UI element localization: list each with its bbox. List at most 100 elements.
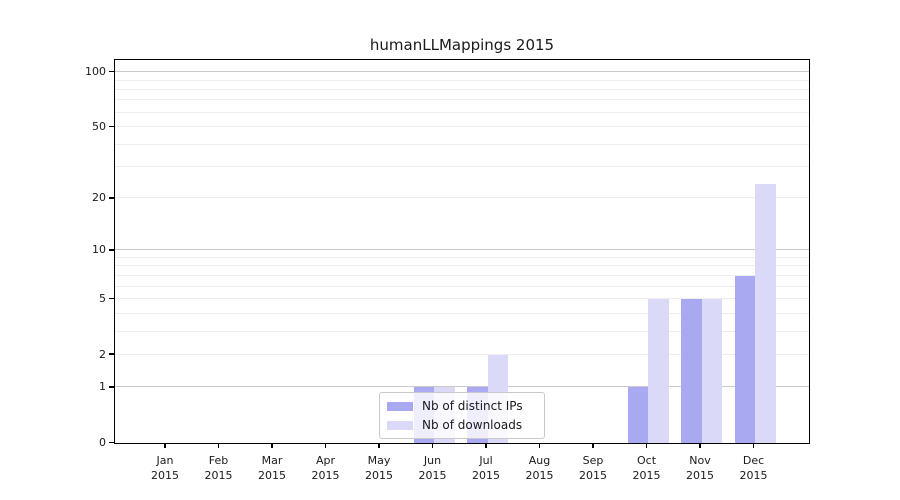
chart-title: humanLLMappings 2015 (369, 36, 555, 54)
y-tick-0 (109, 441, 114, 444)
x-tick-year: 2015 (472, 469, 500, 482)
x-tick-month: May (367, 454, 391, 467)
x-tick-year: 2015 (632, 469, 661, 482)
minor-gridline-5 (115, 298, 809, 299)
minor-gridline-20 (115, 197, 809, 199)
x-tick-year: 2015 (365, 469, 393, 482)
y-tick-label-20: 20 (92, 191, 106, 205)
x-tick-label-sep: Sep 2015 (566, 453, 620, 483)
minor-gridline-60 (115, 111, 809, 113)
x-tick-year: 2015 (258, 469, 286, 482)
x-tick-month: Oct (636, 454, 657, 467)
x-tick-year: 2015 (579, 469, 607, 482)
x-tick-oct (645, 444, 648, 448)
y-tick-20 (109, 197, 114, 199)
y-tick-100 (109, 70, 114, 73)
y-tick-5 (109, 297, 114, 300)
x-tick-apr (324, 444, 327, 448)
legend-item-downloads: Nb of downloads (387, 418, 544, 432)
gridlines-layer (115, 60, 809, 443)
minor-gridline-3 (115, 330, 809, 332)
minor-gridline-4 (115, 312, 809, 314)
major-gridline-100 (115, 71, 809, 73)
x-tick-month: Aug (528, 454, 551, 467)
x-tick-label-apr: Apr 2015 (299, 453, 353, 483)
x-tick-jul (485, 444, 487, 448)
y-tick-label-100: 100 (85, 65, 106, 79)
x-tick-jan (164, 444, 166, 448)
minor-gridline-9 (115, 256, 809, 258)
x-tick-feb (217, 444, 220, 448)
x-tick-may (378, 444, 380, 448)
x-tick-year: 2015 (739, 469, 768, 482)
x-tick-month: Sep (582, 454, 604, 467)
y-tick-2 (109, 353, 114, 355)
minor-gridline-80 (115, 88, 809, 90)
x-tick-label-aug: Aug 2015 (513, 453, 567, 483)
x-tick-label-jan: Jan 2015 (138, 453, 192, 483)
x-tick-label-nov: Nov 2015 (673, 453, 727, 483)
x-tick-year: 2015 (151, 469, 179, 482)
y-tick-label-50: 50 (92, 120, 106, 134)
x-tick-month: Jul (479, 454, 493, 467)
minor-gridline-70 (115, 99, 809, 101)
x-tick-label-feb: Feb 2015 (192, 453, 246, 483)
x-tick-nov (699, 444, 701, 448)
y-tick-label-10: 10 (92, 243, 106, 257)
minor-gridline-6 (115, 285, 809, 287)
x-tick-year: 2015 (311, 469, 340, 482)
minor-gridline-8 (115, 265, 809, 267)
x-tick-label-dec: Dec 2015 (727, 453, 781, 483)
legend: Nb of distinct IPs Nb of downloads (379, 392, 545, 439)
x-tick-month: Apr (315, 454, 336, 467)
y-tick-label-2: 2 (99, 347, 106, 361)
y-tick-label-0: 0 (99, 436, 106, 449)
minor-gridline-7 (115, 274, 809, 276)
x-tick-mar (271, 444, 273, 448)
minor-gridline-40 (115, 143, 809, 145)
minor-gridline-30 (115, 166, 809, 168)
x-tick-label-jul: Jul 2015 (459, 453, 513, 483)
y-tick-label-5: 5 (99, 292, 106, 305)
x-tick-year: 2015 (418, 469, 447, 482)
bar-nov-distinct-ips (681, 299, 702, 443)
x-tick-month: Jan (156, 454, 174, 467)
minor-gridline-50 (115, 126, 809, 128)
bars-layer (115, 60, 809, 443)
legend-swatch-downloads (387, 420, 413, 430)
x-tick-label-jun: Jun 2015 (406, 453, 460, 483)
x-tick-label-mar: Mar 2015 (245, 453, 299, 483)
x-tick-month: Jun (423, 454, 442, 467)
bar-oct-distinct-ips (627, 387, 648, 443)
x-tick-year: 2015 (525, 469, 554, 482)
x-tick-label-may: May 2015 (352, 453, 406, 483)
legend-label-downloads: Nb of downloads (422, 418, 523, 432)
x-tick-month: Dec (742, 454, 765, 467)
major-gridline-1 (115, 386, 809, 388)
y-tick-50 (109, 125, 114, 128)
plot-area (114, 59, 810, 444)
bar-dec-distinct-ips (734, 275, 755, 443)
legend-swatch-distinct-ips (387, 401, 413, 411)
x-tick-dec (752, 444, 755, 448)
x-tick-month: Nov (689, 454, 711, 467)
y-tick-10 (109, 249, 114, 251)
major-gridline-10 (115, 249, 809, 251)
legend-label-distinct-ips: Nb of distinct IPs (422, 399, 523, 413)
minor-gridline-2 (115, 353, 809, 355)
legend-item-distinct-ips: Nb of distinct IPs (387, 399, 544, 413)
x-tick-label-oct: Oct 2015 (620, 453, 674, 483)
y-tick-label-1: 1 (99, 380, 106, 394)
x-tick-month: Feb (208, 454, 229, 467)
x-tick-year: 2015 (204, 469, 233, 482)
bar-dec-downloads (755, 184, 776, 443)
y-tick-1 (109, 386, 114, 388)
x-tick-month: Mar (261, 454, 283, 467)
bar-nov-downloads (701, 299, 722, 443)
x-tick-sep (592, 444, 594, 448)
x-tick-jun (431, 444, 434, 448)
bar-oct-downloads (648, 299, 669, 443)
minor-gridline-90 (115, 79, 809, 81)
x-tick-aug (538, 444, 541, 448)
